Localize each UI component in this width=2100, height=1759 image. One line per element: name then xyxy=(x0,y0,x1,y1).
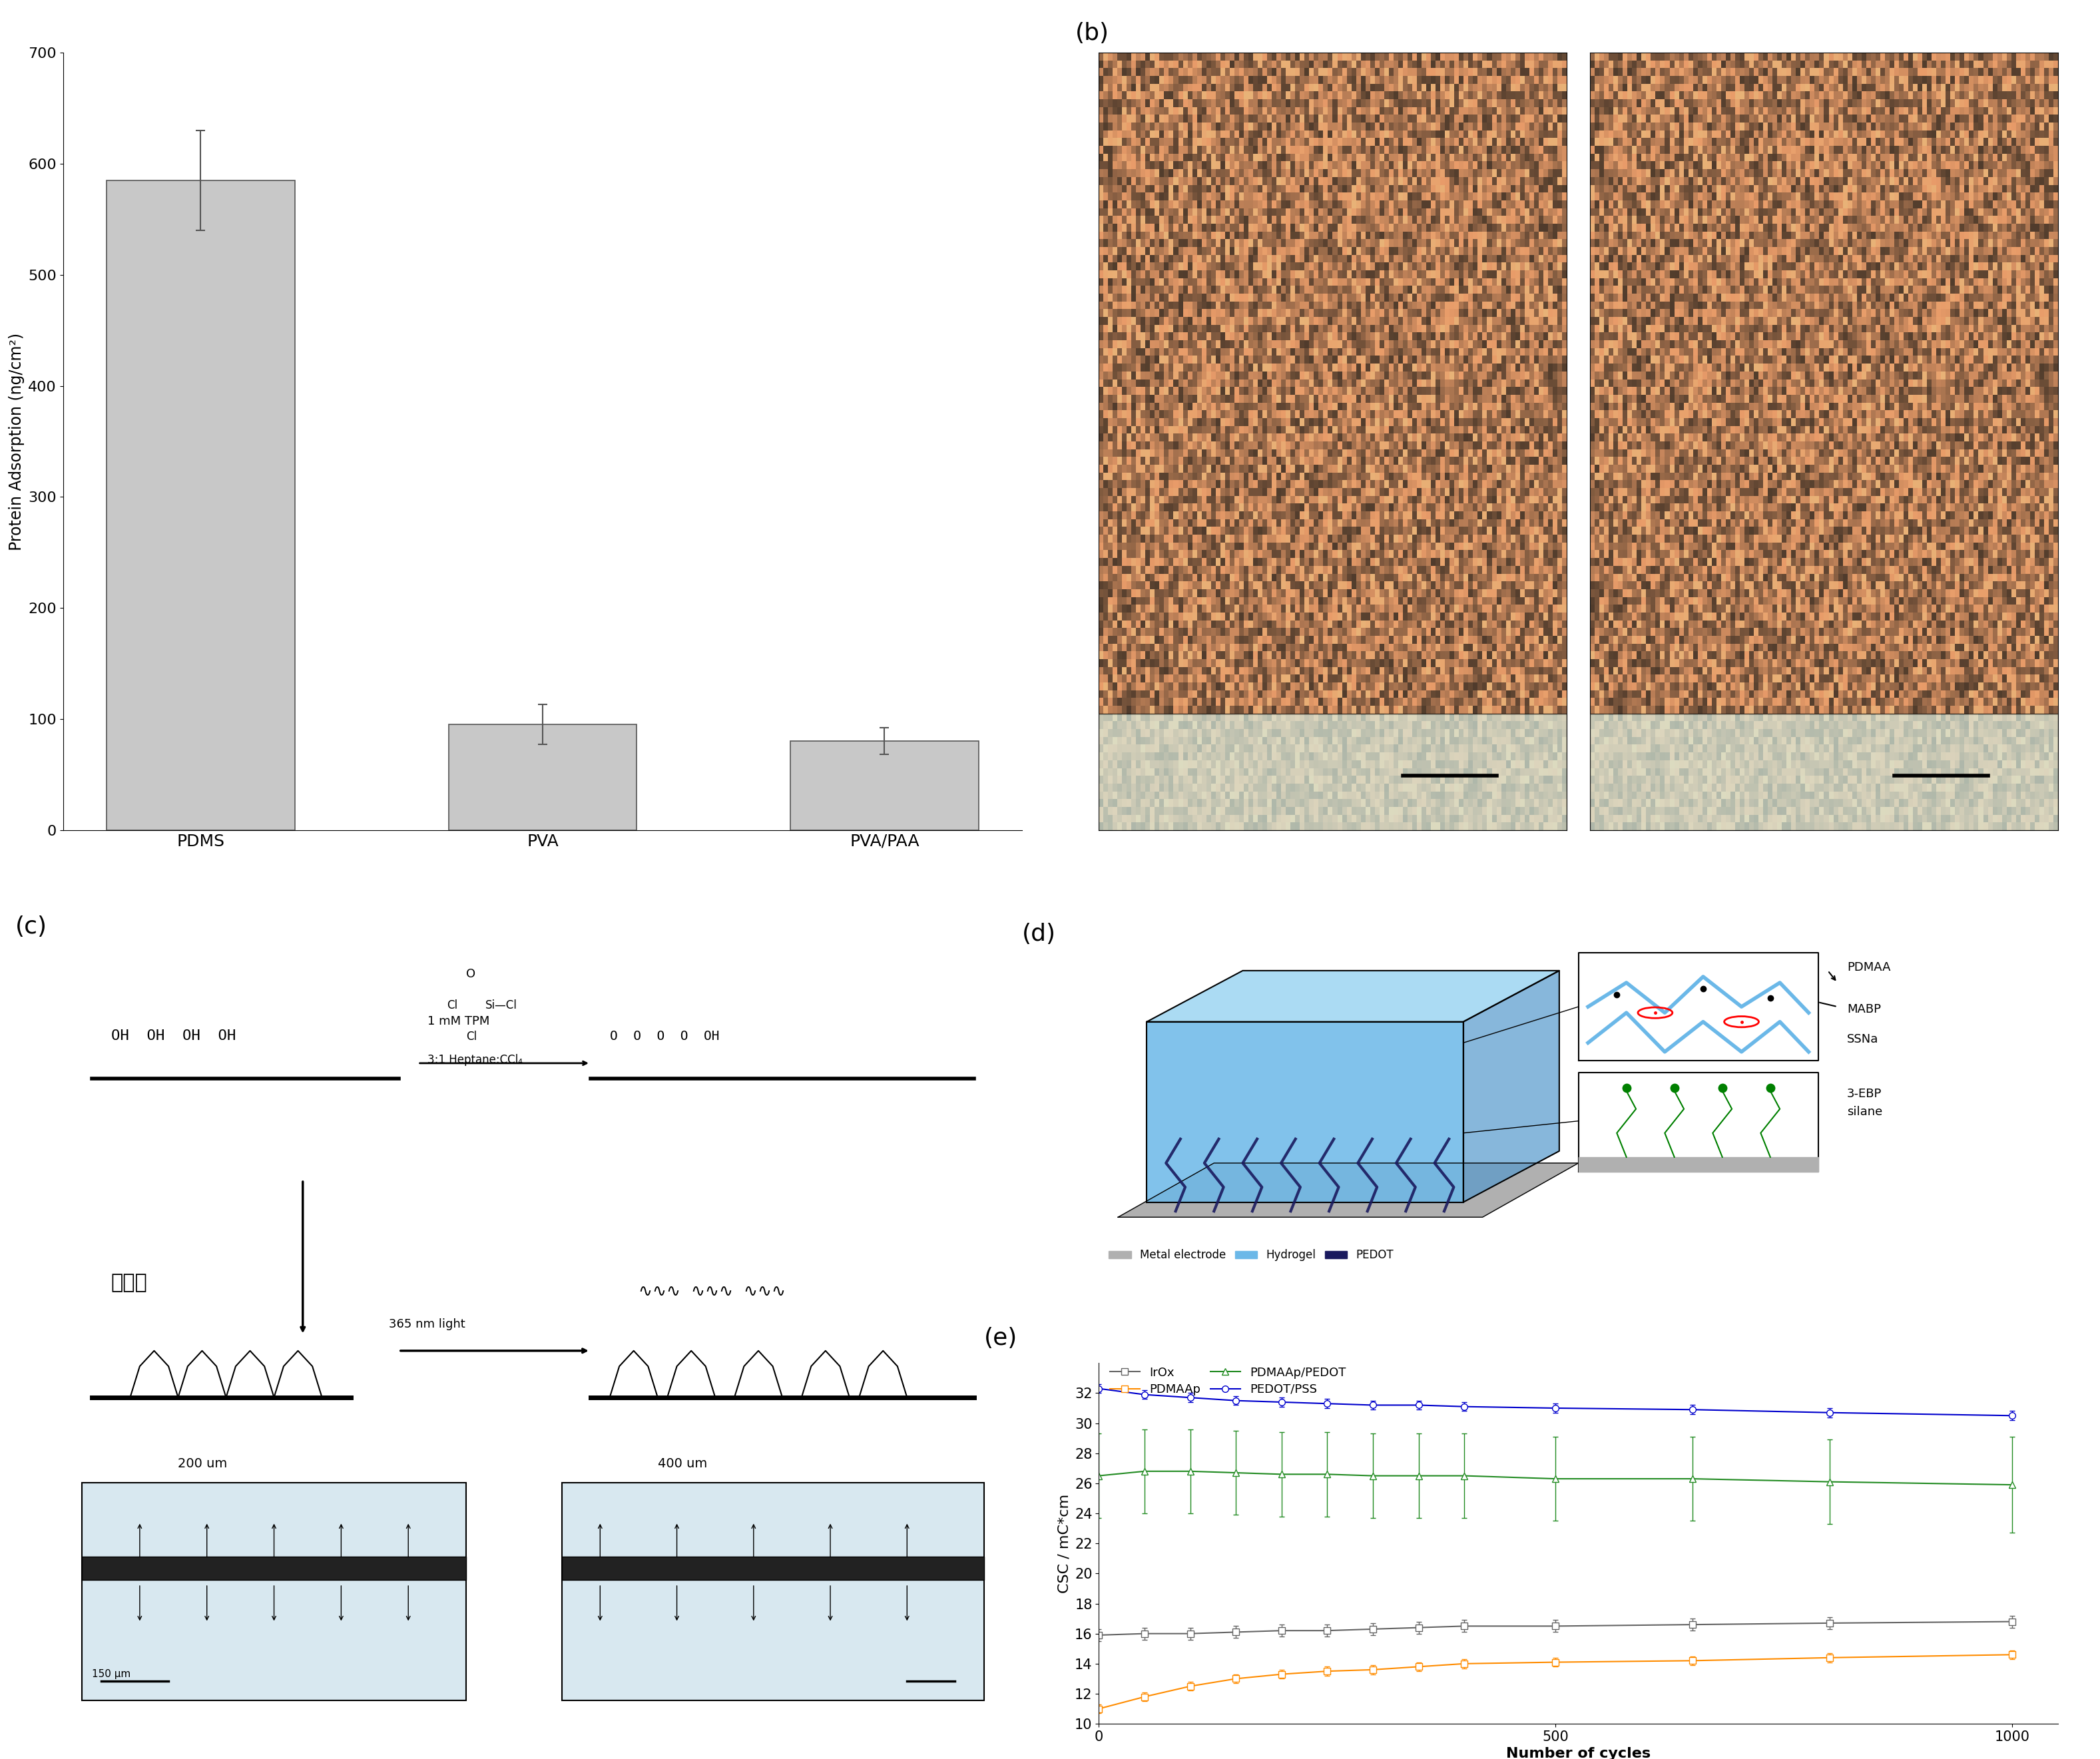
FancyBboxPatch shape xyxy=(82,1483,466,1701)
Text: 150 μm: 150 μm xyxy=(92,1669,130,1680)
Text: 400 um: 400 um xyxy=(657,1458,708,1471)
FancyBboxPatch shape xyxy=(1098,714,1567,830)
Polygon shape xyxy=(1117,1163,1579,1217)
Polygon shape xyxy=(1579,1073,1819,1171)
Text: SSNa: SSNa xyxy=(1848,1034,1880,1045)
Y-axis label: Protein Adsorption (ng/cm²): Protein Adsorption (ng/cm²) xyxy=(8,332,25,551)
Text: 200 um: 200 um xyxy=(179,1458,227,1471)
Legend: IrOx, PDMAAp, PDMAAp/PEDOT, PEDOT/PSS: IrOx, PDMAAp, PDMAAp/PEDOT, PEDOT/PSS xyxy=(1105,1361,1350,1400)
Polygon shape xyxy=(1579,1157,1819,1171)
Text: 365 nm light: 365 nm light xyxy=(389,1317,466,1330)
Text: silane: silane xyxy=(1848,1106,1882,1117)
FancyBboxPatch shape xyxy=(563,1483,983,1701)
X-axis label: Number of cycles: Number of cycles xyxy=(1506,1747,1651,1759)
Bar xyxy=(107,181,294,830)
FancyBboxPatch shape xyxy=(1590,714,2058,830)
Text: Cl: Cl xyxy=(466,1031,477,1043)
Polygon shape xyxy=(1579,953,1819,1061)
Text: (b): (b) xyxy=(1075,21,1109,44)
Text: Cl: Cl xyxy=(447,999,458,1011)
Text: ∿∿∿  ∿∿∿  ∿∿∿: ∿∿∿ ∿∿∿ ∿∿∿ xyxy=(638,1284,785,1300)
Text: MABP: MABP xyxy=(1848,1003,1882,1015)
FancyBboxPatch shape xyxy=(563,1557,983,1580)
Polygon shape xyxy=(1464,971,1558,1201)
Polygon shape xyxy=(1147,971,1558,1022)
FancyBboxPatch shape xyxy=(82,1557,466,1580)
Text: 1 mM TPM: 1 mM TPM xyxy=(428,1015,489,1027)
Text: O: O xyxy=(466,969,475,980)
Text: 3-EBP: 3-EBP xyxy=(1848,1087,1882,1099)
Text: OH  OH  OH  OH: OH OH OH OH xyxy=(111,1029,235,1043)
Polygon shape xyxy=(1147,1022,1464,1201)
Text: (d): (d) xyxy=(1023,922,1056,945)
Text: PDMAA: PDMAA xyxy=(1848,962,1890,973)
Bar xyxy=(790,741,979,830)
Text: Si—Cl: Si—Cl xyxy=(485,999,517,1011)
Y-axis label: CSC / mC*cm: CSC / mC*cm xyxy=(1058,1493,1071,1594)
Text: 3:1 Heptane:CCl₄: 3:1 Heptane:CCl₄ xyxy=(428,1054,523,1066)
Bar xyxy=(449,725,636,830)
Text: (c): (c) xyxy=(15,915,46,938)
Text: O  O  O  O  OH: O O O O OH xyxy=(609,1029,718,1043)
Text: (e): (e) xyxy=(983,1326,1016,1349)
Text: 〜〜〜: 〜〜〜 xyxy=(111,1274,147,1293)
Legend: Metal electrode, Hydrogel, PEDOT: Metal electrode, Hydrogel, PEDOT xyxy=(1105,1245,1399,1266)
